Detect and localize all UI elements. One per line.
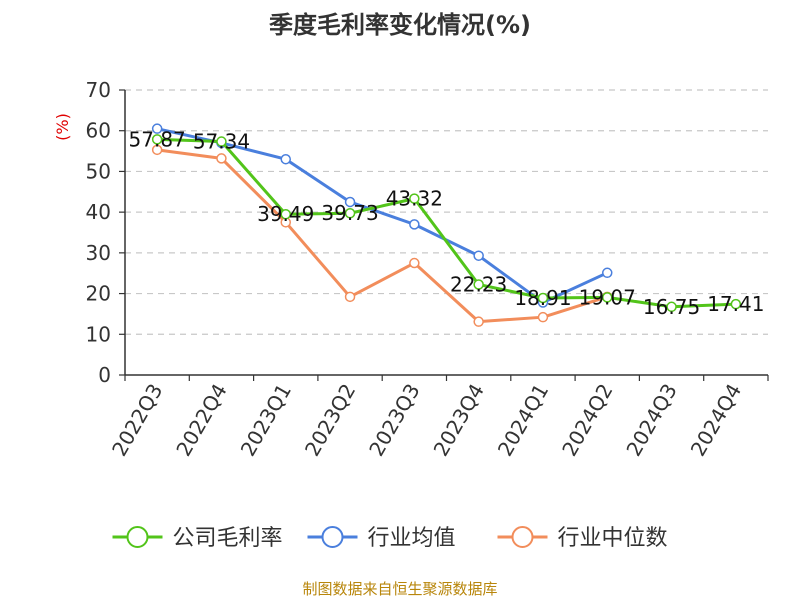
series-lines bbox=[151, 123, 742, 327]
y-tick-label: 10 bbox=[86, 322, 111, 346]
legend-label: 行业均值 bbox=[368, 526, 456, 551]
y-tick-label: 50 bbox=[86, 159, 111, 183]
x-tick-label: 2023Q3 bbox=[364, 380, 424, 461]
legend-swatch-marker bbox=[321, 526, 344, 548]
data-point bbox=[602, 267, 613, 279]
legend-label: 公司毛利率 bbox=[173, 526, 283, 551]
legend-item[interactable]: 公司毛利率 bbox=[112, 526, 283, 551]
data-point bbox=[409, 193, 420, 204]
data-label: 57.34 bbox=[193, 130, 250, 154]
data-point bbox=[473, 279, 484, 290]
legend-item[interactable]: 行业中位数 bbox=[497, 526, 668, 551]
data-point bbox=[473, 250, 484, 261]
legend[interactable]: 公司毛利率 行业均值 行业中位数 bbox=[112, 526, 668, 551]
data-label: 43.32 bbox=[386, 187, 443, 211]
x-tick-label: 2024Q3 bbox=[621, 380, 681, 461]
data-point bbox=[216, 153, 227, 164]
data-point bbox=[216, 136, 227, 147]
data-point bbox=[151, 123, 163, 134]
x-tick-label: 2024Q1 bbox=[493, 380, 553, 461]
series-line bbox=[157, 137, 736, 309]
data-point bbox=[344, 291, 356, 303]
data-labels: 57.87 57.34 39.49 39.73 43.32 22.23 18.91 19.07… bbox=[129, 127, 765, 318]
data-point bbox=[473, 316, 484, 327]
data-point bbox=[151, 144, 163, 156]
data-point bbox=[537, 311, 549, 323]
y-ticks: 0 10 20 30 40 50 60 70 bbox=[86, 78, 111, 387]
series-line bbox=[156, 148, 608, 324]
legend-swatch-marker bbox=[511, 526, 534, 548]
x-tick-label: 2023Q1 bbox=[236, 380, 296, 461]
data-point bbox=[280, 208, 291, 220]
data-label: 39.49 bbox=[257, 202, 314, 226]
chart-title: 季度毛利率变化情况(%) bbox=[269, 11, 531, 39]
data-label: 57.87 bbox=[129, 127, 186, 151]
y-tick-label: 30 bbox=[86, 241, 111, 265]
data-point bbox=[666, 301, 677, 313]
data-label: 22.23 bbox=[450, 272, 507, 296]
data-point bbox=[151, 134, 163, 145]
data-point bbox=[280, 153, 291, 165]
x-ticks: 2022Q3 2022Q4 2023Q1 2023Q2 2023Q3 2023Q4 2024… bbox=[107, 380, 746, 461]
data-point bbox=[344, 196, 356, 208]
legend-item[interactable]: 行业均值 bbox=[307, 526, 456, 551]
data-point bbox=[409, 257, 420, 269]
y-tick-label: 0 bbox=[98, 363, 111, 387]
x-tick-label: 2023Q2 bbox=[300, 380, 360, 461]
y-tick-label: 70 bbox=[86, 78, 111, 102]
x-tick-label: 2023Q4 bbox=[429, 380, 489, 461]
source-footer: 制图数据来自恒生聚源数据库 bbox=[302, 580, 497, 598]
axes bbox=[119, 89, 769, 381]
data-point bbox=[537, 292, 549, 304]
x-tick-label: 2022Q3 bbox=[107, 380, 167, 461]
data-point bbox=[409, 219, 420, 230]
x-tick-label: 2024Q4 bbox=[686, 380, 746, 461]
series-公司毛利率 bbox=[151, 134, 742, 313]
data-point bbox=[730, 298, 742, 310]
legend-label: 行业中位数 bbox=[558, 526, 668, 551]
data-point bbox=[344, 207, 356, 219]
data-label: 17.41 bbox=[707, 292, 764, 316]
y-tick-label: 60 bbox=[86, 119, 111, 143]
x-tick-label: 2024Q2 bbox=[557, 380, 617, 461]
y-tick-label: 40 bbox=[86, 200, 111, 224]
data-point bbox=[602, 292, 613, 303]
data-label: 18.91 bbox=[514, 286, 571, 310]
data-label: 19.07 bbox=[579, 285, 636, 309]
y-tick-label: 20 bbox=[86, 282, 111, 306]
y-axis-label: (%) bbox=[53, 113, 72, 141]
x-tick-label: 2022Q4 bbox=[171, 380, 231, 461]
data-label: 16.75 bbox=[643, 295, 700, 319]
data-label: 39.73 bbox=[321, 201, 378, 225]
legend-swatch-marker bbox=[126, 526, 149, 548]
